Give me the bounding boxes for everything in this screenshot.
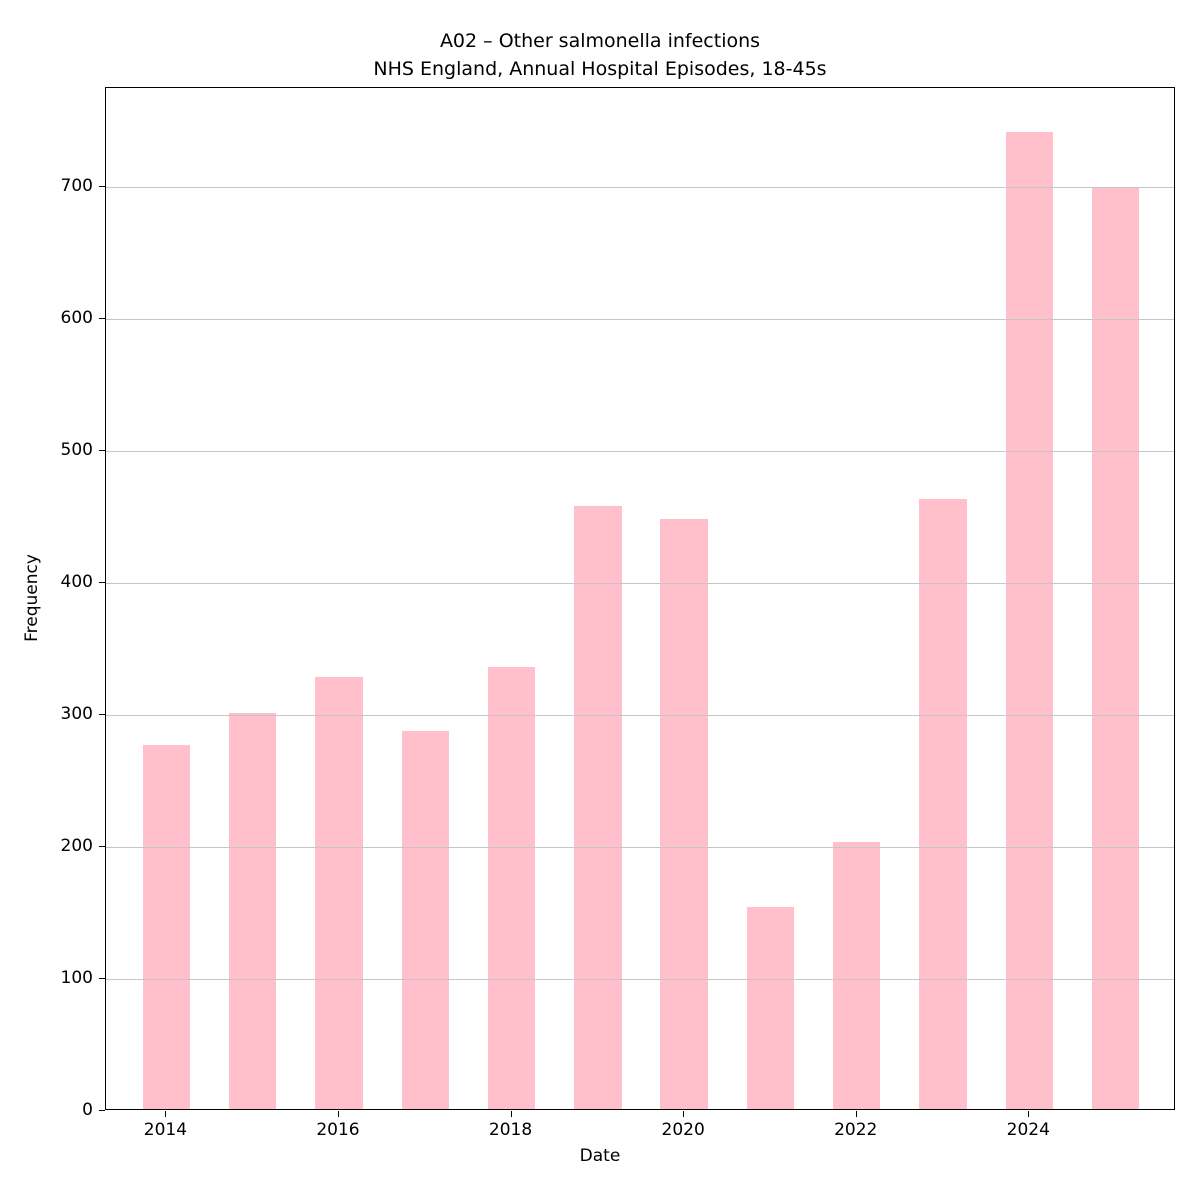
gridline-y-400 <box>106 583 1174 584</box>
x-tick-label-2016: 2016 <box>316 1120 360 1140</box>
y-tick-mark-400 <box>99 582 105 583</box>
bar-2020 <box>660 518 708 1109</box>
y-tick-mark-600 <box>99 318 105 319</box>
bar-2019 <box>574 505 622 1109</box>
x-tick-mark-2016 <box>337 1111 339 1117</box>
bar-2023 <box>919 499 967 1109</box>
bar-2014 <box>142 744 191 1109</box>
x-axis-label: Date <box>579 1146 621 1166</box>
chart-title: A02 – Other salmonella infections <box>439 30 761 52</box>
bar-2022 <box>832 842 881 1109</box>
plot-area <box>105 87 1175 1110</box>
x-tick-label-2024: 2024 <box>1006 1120 1050 1140</box>
gridline-y-300 <box>106 715 1174 716</box>
chart-subtitle: NHS England, Annual Hospital Episodes, 1… <box>373 58 827 80</box>
x-tick-mark-2024 <box>1028 1111 1030 1117</box>
x-tick-mark-2018 <box>510 1111 512 1117</box>
gridline-y-700 <box>106 187 1174 188</box>
y-tick-mark-500 <box>99 450 105 451</box>
y-tick-label-600: 600 <box>60 308 93 328</box>
bar-2016 <box>315 677 363 1109</box>
bar-2025 <box>1091 187 1140 1109</box>
y-tick-label-500: 500 <box>60 440 93 460</box>
x-tick-label-2020: 2020 <box>661 1120 705 1140</box>
y-tick-mark-200 <box>99 846 105 847</box>
x-tick-mark-2014 <box>165 1111 167 1117</box>
y-tick-label-700: 700 <box>60 176 93 196</box>
gridline-y-200 <box>106 847 1174 848</box>
bar-2024 <box>1005 132 1054 1109</box>
x-tick-mark-2022 <box>855 1111 857 1117</box>
bar-2021 <box>746 907 795 1109</box>
y-tick-label-100: 100 <box>60 968 93 988</box>
bar-2017 <box>401 731 449 1109</box>
gridline-y-100 <box>106 979 1174 980</box>
y-tick-mark-0 <box>99 1110 105 1111</box>
y-tick-label-0: 0 <box>82 1100 93 1120</box>
y-tick-label-400: 400 <box>60 572 93 592</box>
x-tick-label-2014: 2014 <box>143 1120 188 1140</box>
gridline-y-600 <box>106 319 1174 320</box>
x-tick-label-2018: 2018 <box>488 1120 533 1140</box>
y-tick-mark-300 <box>99 714 105 715</box>
bar-2015 <box>228 713 277 1109</box>
y-axis-label: Frequency <box>22 554 42 642</box>
gridline-y-500 <box>106 451 1174 452</box>
x-tick-mark-2020 <box>683 1111 685 1117</box>
bar-2018 <box>487 666 536 1109</box>
x-tick-label-2022: 2022 <box>834 1120 878 1140</box>
y-tick-mark-100 <box>99 978 105 979</box>
y-tick-mark-700 <box>99 186 105 187</box>
y-tick-label-200: 200 <box>60 836 93 856</box>
y-tick-label-300: 300 <box>60 704 93 724</box>
